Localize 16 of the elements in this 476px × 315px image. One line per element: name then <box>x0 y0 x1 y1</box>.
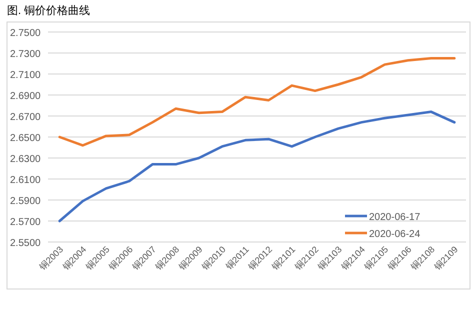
line-series <box>58 110 456 222</box>
y-tick-label: 2.6100 <box>10 175 42 186</box>
y-tick-label: 2.5900 <box>10 196 42 207</box>
y-tick-label: 2.7500 <box>10 28 42 39</box>
y-tick-label: 2.6700 <box>10 112 42 123</box>
chart-title: 图. 铜价价格曲线 <box>7 4 90 17</box>
y-tick-label: 2.5700 <box>10 217 42 228</box>
y-tick-label: 2.6900 <box>10 91 42 102</box>
y-tick-label: 2.6500 <box>10 133 42 144</box>
legend-label: 2020-06-24 <box>369 229 421 240</box>
y-tick-label: 2.5500 <box>10 238 42 249</box>
line-series <box>58 57 456 147</box>
y-tick-label: 2.6300 <box>10 154 42 165</box>
y-tick-label: 2.7100 <box>10 70 42 81</box>
legend-label: 2020-06-17 <box>369 212 421 223</box>
y-tick-label: 2.7300 <box>10 49 42 60</box>
